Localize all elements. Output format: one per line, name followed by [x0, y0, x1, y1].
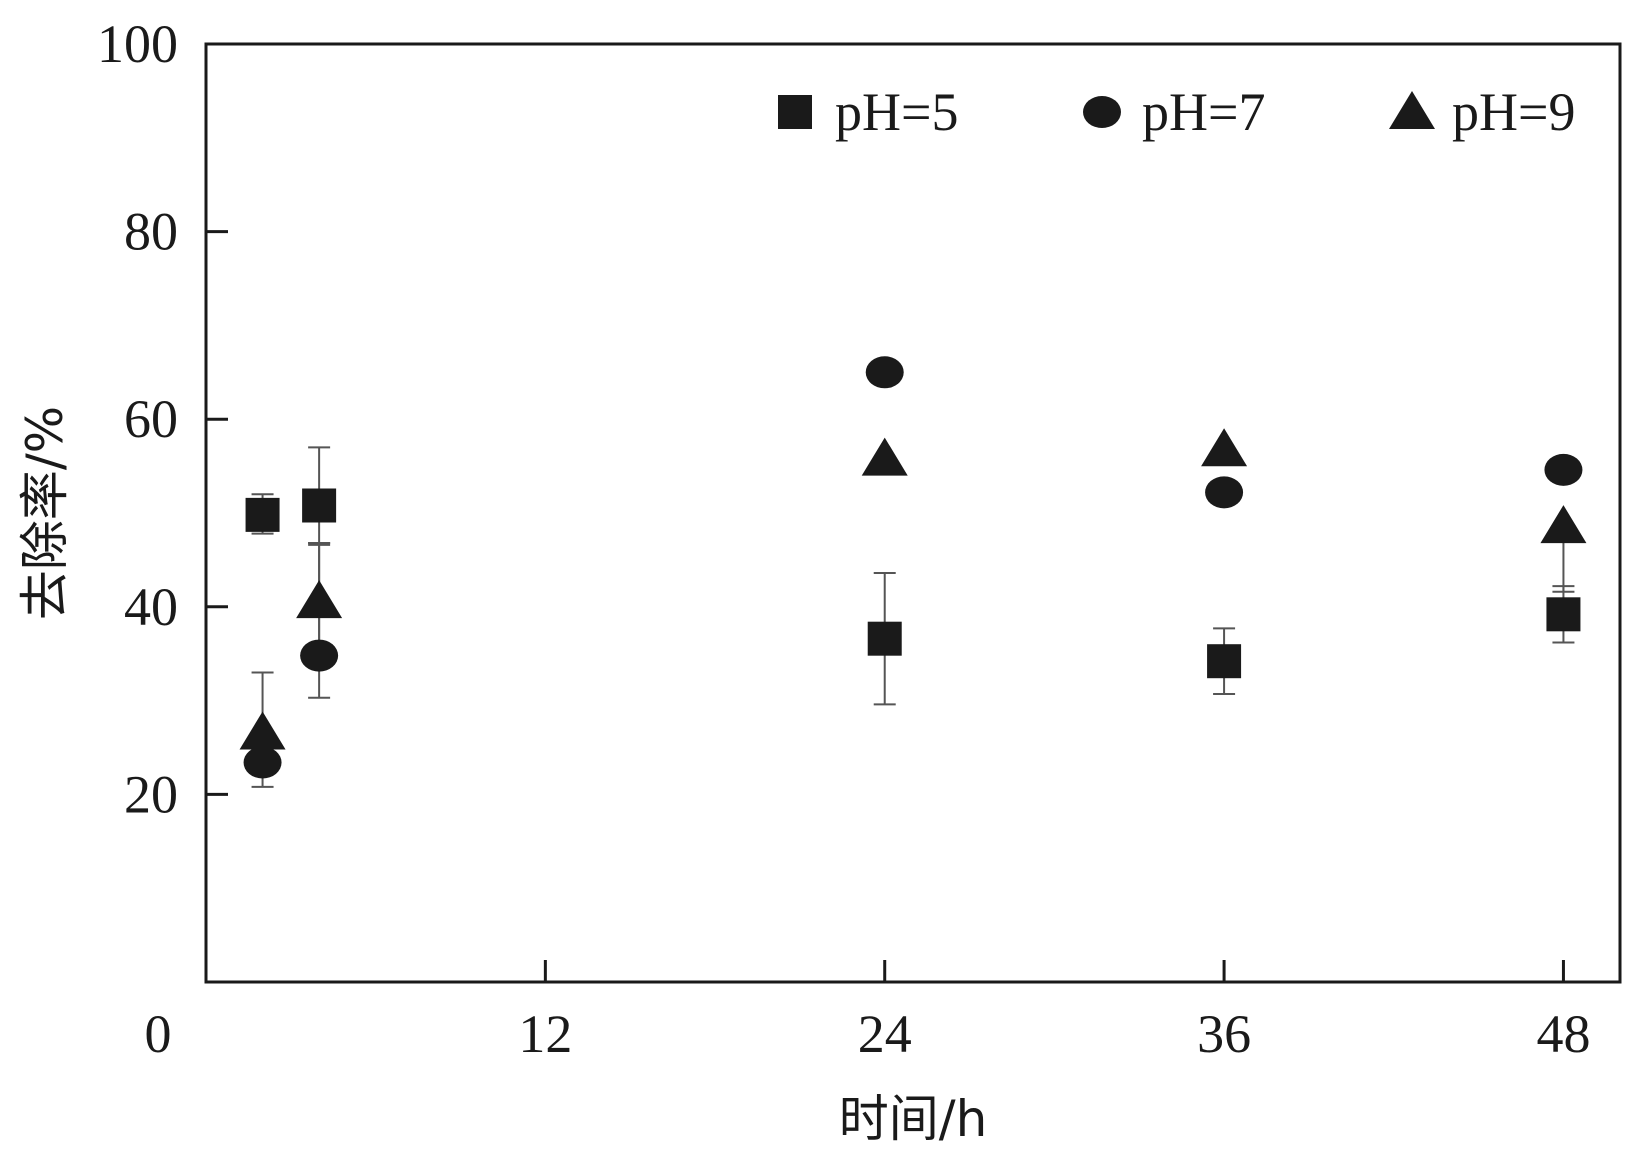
- legend-label: pH=9: [1452, 82, 1575, 142]
- data-point-square: [1546, 597, 1581, 632]
- x-tick-label: 36: [1197, 1004, 1251, 1064]
- x-axis-title: 时间/h: [839, 1090, 988, 1148]
- x-tick-label: 0: [145, 1004, 172, 1064]
- legend: pH=5 pH=7 pH=9: [778, 82, 1575, 142]
- axis-ticks: 20 40 60 80 100 0 12 24 36 48: [97, 14, 1590, 1064]
- data-point-circle: [300, 639, 339, 672]
- data-markers: [239, 356, 1587, 779]
- data-point-circle: [865, 356, 904, 389]
- data-point-square: [245, 497, 280, 532]
- plot-frame: [204, 42, 1622, 984]
- legend-marker-triangle: [1389, 91, 1435, 129]
- data-point-square: [867, 621, 902, 656]
- data-point-triangle: [296, 580, 343, 619]
- y-tick-label: 100: [97, 14, 178, 74]
- data-point-circle: [243, 746, 282, 779]
- y-tick-label: 20: [124, 764, 178, 824]
- x-tick-label: 24: [858, 1004, 912, 1064]
- y-tick-label: 60: [124, 389, 178, 449]
- data-point-circle: [1544, 453, 1583, 486]
- legend-marker-circle: [1083, 96, 1121, 128]
- data-point-triangle: [1201, 428, 1248, 467]
- data-point-triangle: [861, 437, 908, 476]
- data-point-triangle: [239, 711, 286, 750]
- y-tick-label: 40: [124, 577, 178, 637]
- error-bars: [251, 446, 1575, 788]
- x-tick-label: 48: [1536, 1004, 1590, 1064]
- legend-label: pH=7: [1142, 82, 1265, 142]
- y-tick-label: 80: [124, 202, 178, 262]
- y-axis-title: 去除率/%: [16, 406, 74, 620]
- data-point-square: [302, 488, 337, 523]
- data-point-triangle: [1540, 505, 1587, 544]
- data-point-circle: [1205, 476, 1244, 509]
- x-tick-label: 12: [518, 1004, 572, 1064]
- legend-marker-square: [778, 95, 812, 129]
- legend-label: pH=5: [835, 82, 958, 142]
- data-point-square: [1207, 644, 1242, 679]
